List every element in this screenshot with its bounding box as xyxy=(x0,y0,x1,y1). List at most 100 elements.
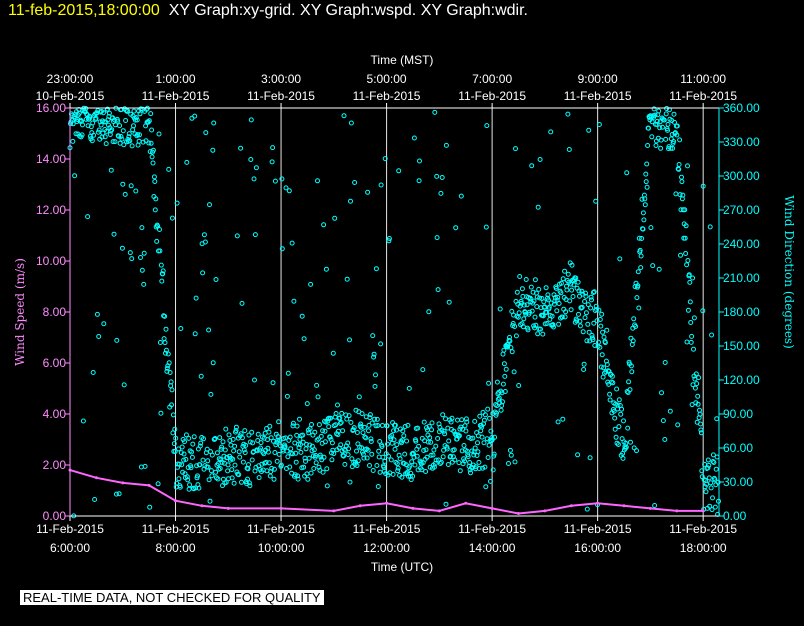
wdir-point xyxy=(248,117,254,123)
wdir-point xyxy=(438,190,444,196)
wdir-point xyxy=(285,370,291,376)
wdir-point xyxy=(671,111,677,117)
x-bottom-axis-label: Time (UTC) xyxy=(371,560,433,574)
wdir-point xyxy=(488,428,494,434)
wdir-point xyxy=(240,459,246,465)
axes xyxy=(65,103,724,521)
wdir-point xyxy=(266,429,272,435)
wdir-point xyxy=(236,472,242,478)
wdir-point xyxy=(462,458,467,464)
wdir-point xyxy=(318,433,324,439)
wdir-point xyxy=(443,501,449,507)
wdir-point xyxy=(555,419,561,425)
wdir-point xyxy=(531,298,537,304)
wspd-point xyxy=(596,501,600,505)
wdir-point xyxy=(270,380,276,386)
wspd-point xyxy=(701,509,705,513)
wdir-point xyxy=(223,426,229,432)
wdir-point xyxy=(677,137,683,143)
wdir-point xyxy=(665,121,671,127)
wspd-point xyxy=(121,481,125,485)
wdir-point xyxy=(287,464,293,470)
wdir-point xyxy=(481,440,487,446)
wdir-point xyxy=(641,217,647,223)
wdir-point xyxy=(441,428,447,434)
wdir-point xyxy=(308,470,314,476)
wdir-point xyxy=(386,238,392,244)
wdir-point xyxy=(179,462,185,468)
wdir-point xyxy=(118,134,124,139)
wdir-point xyxy=(560,276,566,282)
x-bottom-tick-date: 11-Feb-2015 xyxy=(669,522,737,536)
wdir-point xyxy=(691,346,696,352)
wdir-point xyxy=(198,440,204,446)
wdir-point xyxy=(676,162,682,167)
wdir-point xyxy=(273,442,279,448)
wdir-point xyxy=(712,504,718,510)
wdir-point xyxy=(649,119,655,125)
wdir-point xyxy=(638,253,644,259)
wdir-point xyxy=(695,401,701,407)
wdir-point xyxy=(157,248,163,254)
wdir-point xyxy=(163,350,168,356)
wdir-point xyxy=(265,449,271,455)
x-top-tick-time: 11:00:00 xyxy=(680,72,726,86)
wdir-point xyxy=(542,304,548,310)
wdir-point xyxy=(284,448,290,454)
wdir-point xyxy=(634,295,640,301)
wdir-point xyxy=(371,351,377,357)
wdir-point xyxy=(479,434,485,440)
wdir-point xyxy=(158,262,164,268)
wdir-point xyxy=(201,232,207,238)
wdir-point xyxy=(593,303,599,309)
wdir-point xyxy=(258,440,264,446)
wdir-point xyxy=(127,138,133,144)
wdir-point xyxy=(399,440,404,446)
wdir-point xyxy=(555,294,561,300)
wdir-point xyxy=(397,456,403,462)
wdir-point xyxy=(272,178,278,184)
wdir-point xyxy=(571,282,577,288)
wdir-point xyxy=(577,323,583,329)
wdir-point xyxy=(569,287,575,293)
wdir-point xyxy=(680,192,686,198)
wdir-point xyxy=(324,483,330,489)
wdir-point xyxy=(123,118,129,123)
wdir-point xyxy=(269,159,275,165)
wspd-point xyxy=(517,512,520,515)
wspd-point xyxy=(332,509,336,513)
wdir-point xyxy=(590,337,596,343)
wdir-point xyxy=(79,132,85,138)
wdir-point xyxy=(293,459,299,465)
wdir-point xyxy=(464,448,470,454)
wdir-point xyxy=(330,350,336,356)
wdir-point xyxy=(290,420,296,426)
wdir-point xyxy=(463,416,469,422)
wdir-point xyxy=(233,428,239,433)
wdir-point xyxy=(503,366,509,372)
wdir-point xyxy=(421,419,427,425)
wdir-point xyxy=(146,118,152,124)
wind-speed-series xyxy=(68,468,705,515)
wdir-point xyxy=(602,340,608,346)
wspd-point xyxy=(385,501,389,505)
wdir-point xyxy=(191,434,197,440)
wdir-point xyxy=(210,147,216,153)
wdir-point xyxy=(116,133,122,139)
wdir-point xyxy=(172,426,178,432)
wdir-point xyxy=(110,139,116,145)
wdir-point xyxy=(155,481,161,487)
wdir-point xyxy=(705,465,711,471)
wdir-point xyxy=(543,285,549,291)
wdir-point xyxy=(348,419,354,425)
wdir-point xyxy=(141,281,147,287)
wdir-point xyxy=(342,461,348,467)
wdir-point xyxy=(354,448,359,454)
wdir-point xyxy=(392,422,398,428)
wdir-point xyxy=(670,145,676,151)
wdir-point xyxy=(395,465,401,471)
wdir-point xyxy=(245,476,250,482)
wdir-point xyxy=(532,314,538,320)
wdir-point xyxy=(612,426,618,432)
